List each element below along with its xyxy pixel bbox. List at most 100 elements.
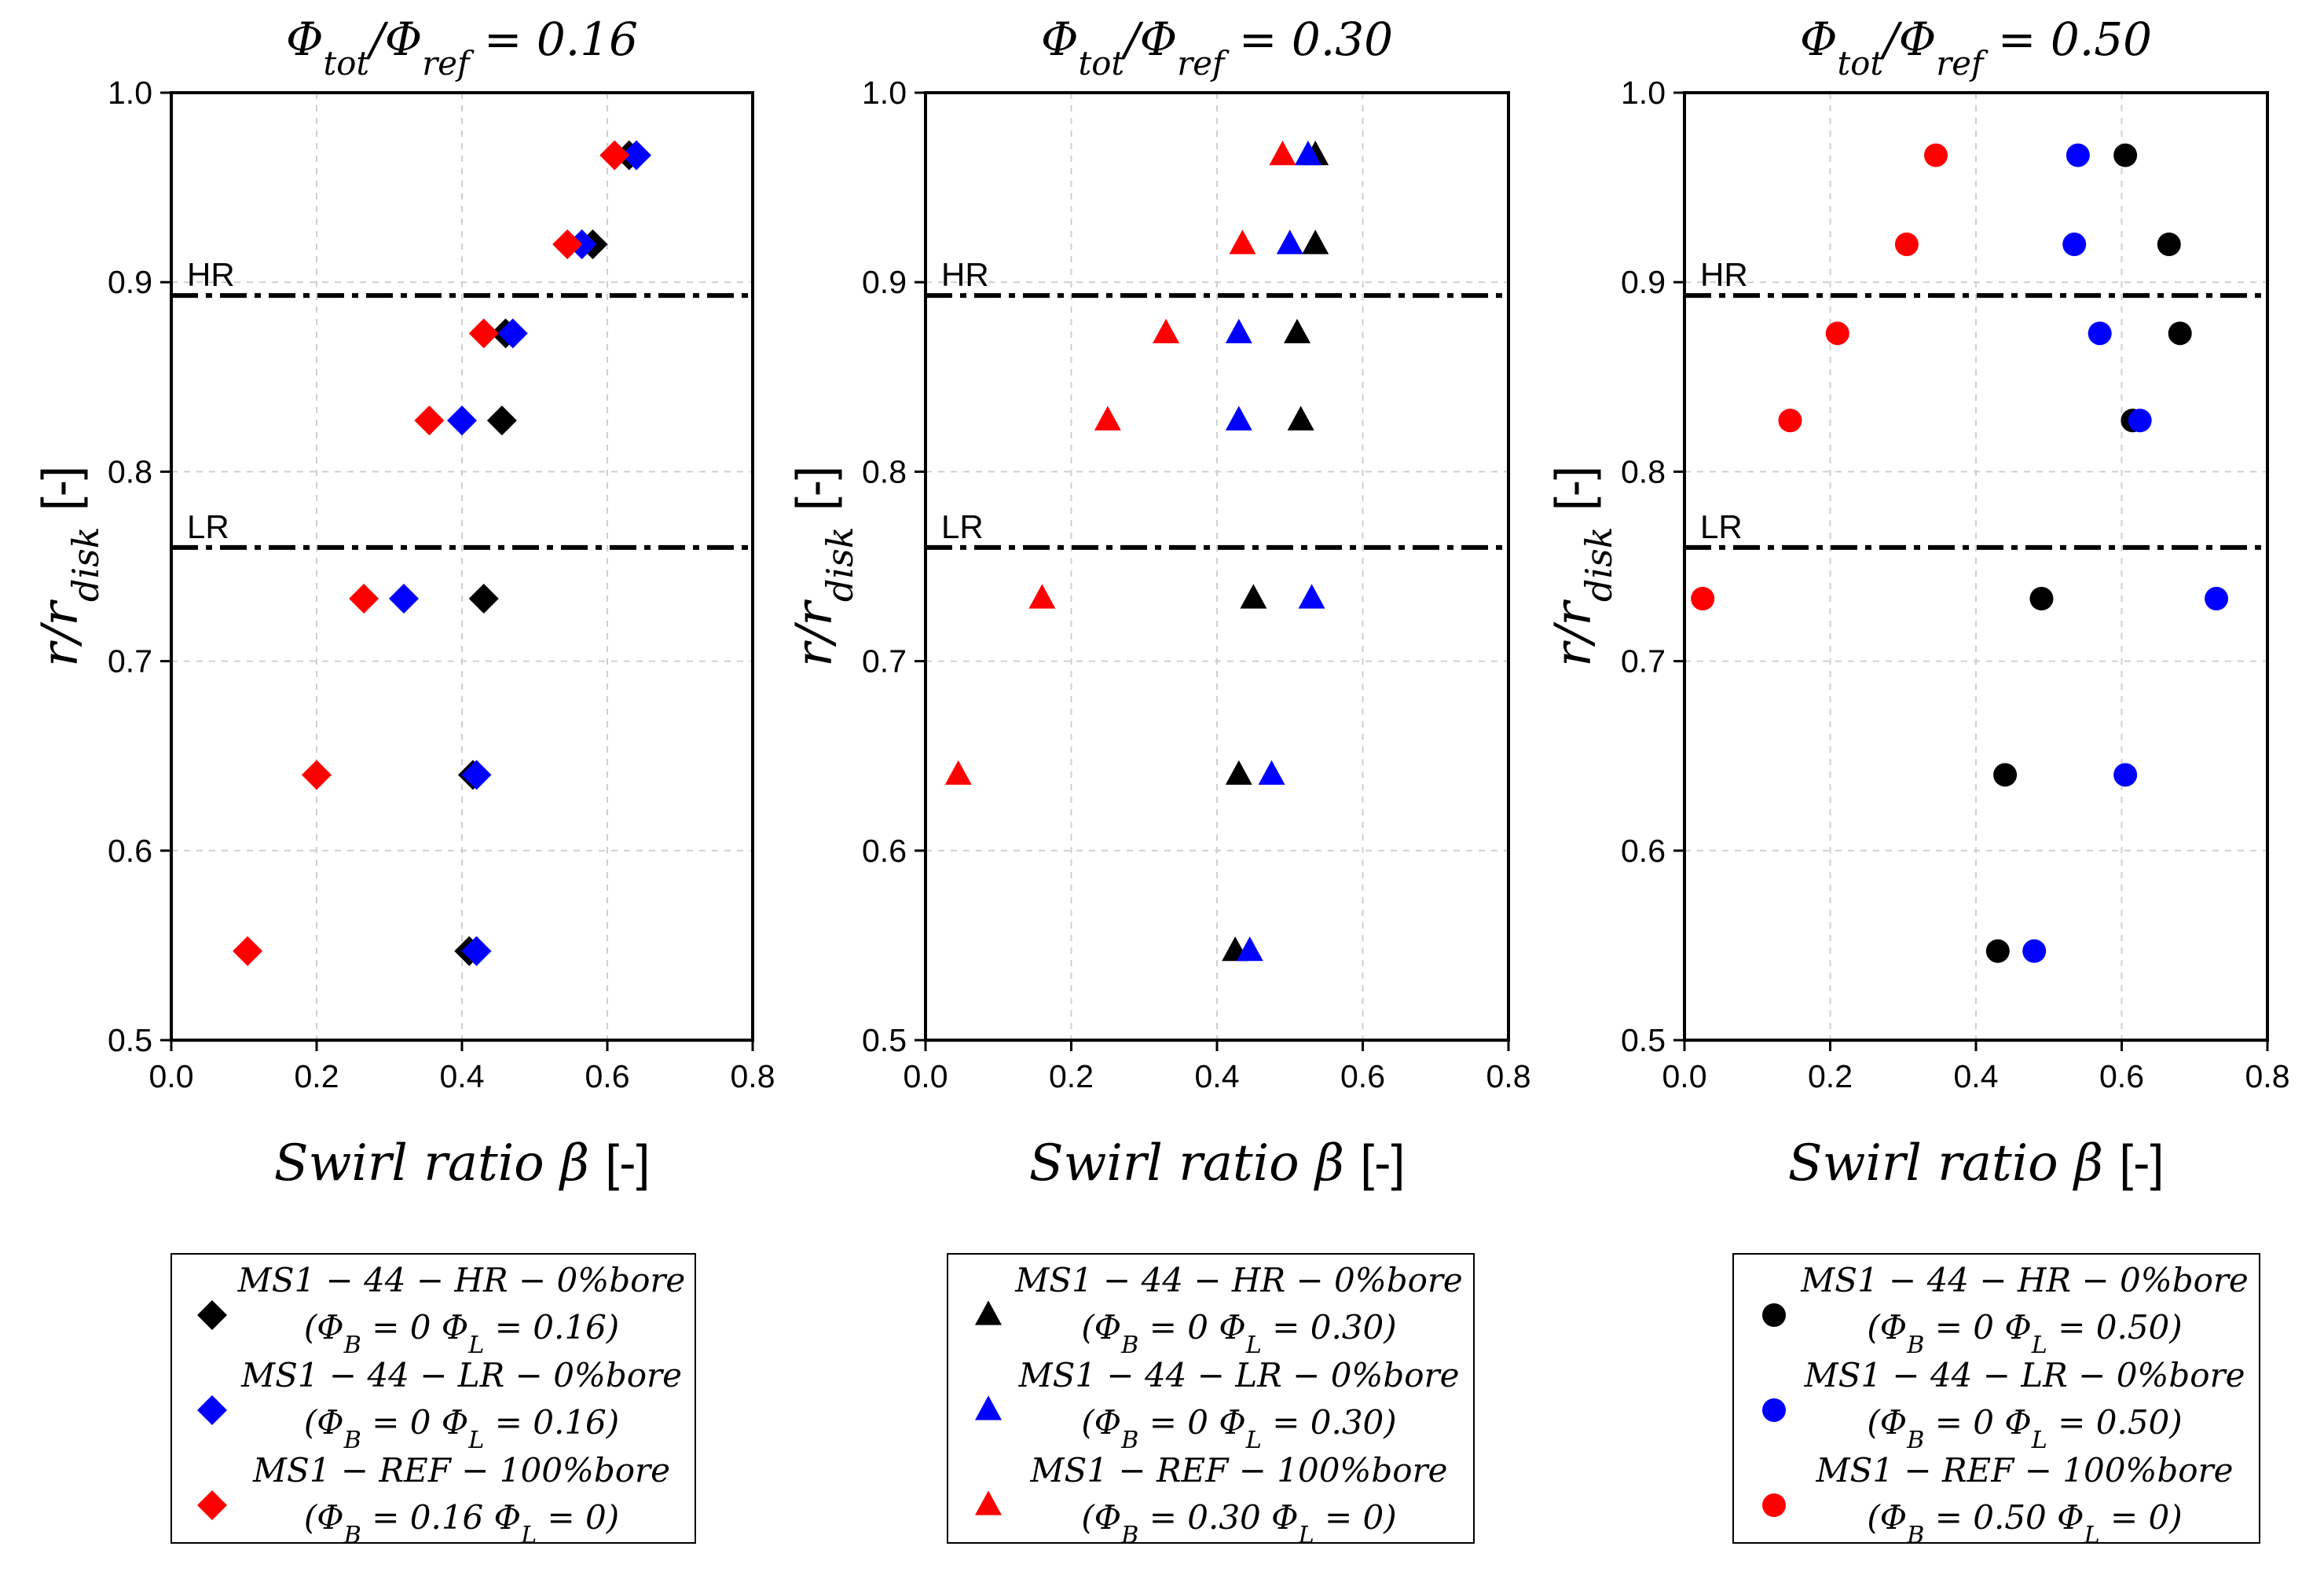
data-point — [1240, 584, 1267, 609]
data-point — [1923, 143, 1948, 167]
legend-marker — [975, 1300, 1002, 1325]
legend-series-condition: (ΦB = 0 ΦL = 0.50) — [1867, 1308, 2182, 1359]
x-axis-label: Swirl ratio β [-] — [1788, 1134, 2165, 1193]
legend-series-name: MS1 − REF − 100%bore — [252, 1451, 670, 1490]
chart-panel-3: HR LR 0.0 0.2 0.4 0.6 0.8 0.5 0.6 0.7 0.8 0.9 1.0 — [1621, 75, 2290, 1094]
y-tick-label: 0.6 — [108, 833, 152, 869]
data-point — [1298, 584, 1325, 609]
data-point — [389, 584, 419, 614]
data-point — [1153, 318, 1180, 343]
data-point — [1028, 584, 1056, 609]
y-tick-label: 0.6 — [862, 833, 907, 869]
data-point — [233, 936, 263, 966]
data-point — [497, 318, 528, 349]
legend-series-name: MS1 − 44 − HR − 0%bore — [1014, 1261, 1463, 1299]
x-axis-label: Swirl ratio β [-] — [1029, 1134, 1406, 1193]
y-tick-label: 0.9 — [1621, 264, 1666, 300]
legend-series-name: MS1 − 44 − LR − 0%bore — [1804, 1356, 2245, 1394]
legend-series-condition: (ΦB = 0.16 ΦL = 0) — [304, 1498, 619, 1549]
legend-series-name: MS1 − 44 − LR − 0%bore — [240, 1356, 682, 1394]
data-point — [1993, 763, 2018, 787]
legend — [947, 1253, 1475, 1544]
x-tick-label: 0.4 — [1954, 1058, 1999, 1094]
data-point — [1825, 321, 1849, 346]
data-point — [2128, 409, 2152, 433]
y-tick-label: 0.5 — [1621, 1022, 1666, 1058]
data-point — [486, 405, 517, 436]
legend-series-condition: (ΦB = 0 ΦL = 0.50) — [1867, 1403, 2182, 1454]
data-point — [468, 318, 499, 349]
data-point — [349, 584, 379, 614]
data-point — [447, 405, 477, 436]
data-point — [1284, 318, 1311, 343]
reference-line-label: LR — [187, 508, 229, 545]
data-point — [1691, 587, 1715, 611]
x-tick-label: 0.0 — [904, 1058, 948, 1094]
x-tick-label: 0.4 — [1195, 1058, 1240, 1094]
chart-panel-1: HR LR 0.0 0.2 0.4 0.6 0.8 0.5 0.6 0.7 0.8 0.9 1.0 — [108, 75, 775, 1094]
legend-series-condition: (ΦB = 0 ΦL = 0.30) — [1081, 1308, 1396, 1359]
data-point — [1778, 409, 1802, 433]
data-point — [2168, 321, 2192, 346]
legend-series-name: MS1 − REF − 100%bore — [1816, 1451, 2234, 1490]
x-tick-label: 0.6 — [2099, 1058, 2144, 1094]
data-point — [414, 405, 445, 436]
data-point — [2066, 143, 2090, 167]
data-point — [1985, 939, 2010, 963]
data-point — [2062, 232, 2087, 256]
y-tick-label: 0.7 — [108, 643, 152, 680]
x-tick-label: 0.6 — [585, 1058, 630, 1094]
data-point — [1294, 140, 1321, 166]
y-axis-label: r/rdisk [-] — [31, 466, 107, 667]
data-point — [552, 229, 583, 259]
legend — [1732, 1253, 2260, 1544]
y-tick-label: 0.5 — [862, 1022, 907, 1058]
reference-line-label: HR — [1700, 256, 1748, 293]
data-point — [1258, 760, 1285, 785]
data-point — [1894, 232, 1919, 256]
x-tick-label: 0.4 — [440, 1058, 485, 1094]
reference-line-label: LR — [941, 508, 984, 545]
legend-marker — [1762, 1398, 1786, 1422]
legend-marker — [197, 1395, 227, 1425]
y-axis-label: r/rdisk [-] — [1545, 466, 1620, 667]
data-point — [2205, 587, 2229, 611]
y-axis-label: r/rdisk [-] — [786, 466, 861, 667]
data-point — [621, 140, 651, 170]
x-tick-label: 0.2 — [295, 1058, 339, 1094]
y-tick-label: 0.7 — [862, 643, 907, 680]
x-tick-label: 0.6 — [1340, 1058, 1385, 1094]
chart-title: Φtot/Φref = 0.50 — [1800, 13, 2152, 82]
y-tick-label: 1.0 — [862, 75, 907, 111]
data-point — [1236, 936, 1263, 962]
data-point — [2157, 232, 2181, 256]
data-point — [302, 760, 332, 790]
y-tick-label: 1.0 — [108, 75, 152, 111]
y-tick-label: 0.9 — [862, 264, 907, 300]
legend-marker — [975, 1395, 1002, 1420]
data-point — [1225, 405, 1252, 431]
x-tick-label: 0.8 — [731, 1058, 775, 1094]
legend-marker — [975, 1490, 1002, 1515]
data-point — [1225, 760, 1252, 785]
reference-line-label: HR — [187, 256, 235, 293]
data-point — [2113, 763, 2138, 787]
chart-title: Φtot/Φref = 0.30 — [1041, 13, 1393, 82]
data-point — [2113, 143, 2138, 167]
y-tick-label: 0.8 — [862, 453, 907, 489]
x-tick-label: 0.0 — [1662, 1058, 1707, 1094]
legend-marker — [197, 1300, 227, 1330]
reference-line-label: LR — [1700, 508, 1743, 545]
data-point — [1276, 229, 1303, 255]
chart-panel-2: HR LR 0.0 0.2 0.4 0.6 0.8 0.5 0.6 0.7 0.8 0.9 1.0 — [862, 75, 1531, 1094]
legend-series-name: MS1 − 44 − HR − 0%bore — [237, 1261, 686, 1299]
data-point — [1287, 405, 1314, 431]
y-tick-label: 1.0 — [1621, 75, 1666, 111]
y-tick-label: 0.8 — [1621, 453, 1666, 489]
x-tick-label: 0.0 — [149, 1058, 194, 1094]
x-tick-label: 0.2 — [1049, 1058, 1094, 1094]
data-point — [599, 140, 630, 170]
data-point — [461, 936, 492, 966]
data-point — [1269, 140, 1296, 166]
